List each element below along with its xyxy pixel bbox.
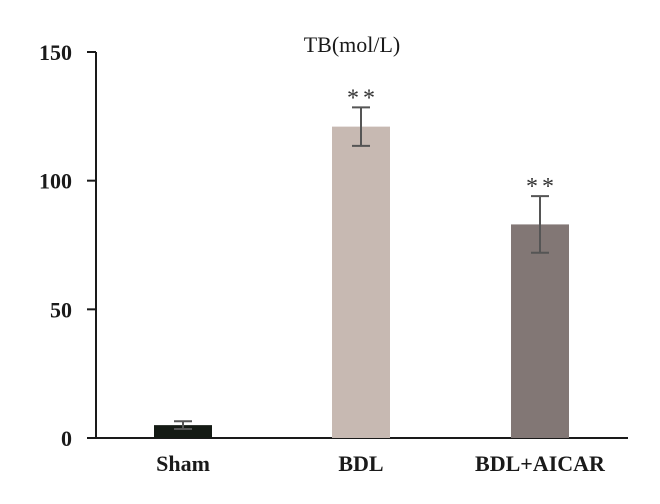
- y-tick-label: 0: [61, 426, 72, 451]
- y-tick-label: 50: [50, 297, 72, 322]
- y-tick-label: 100: [39, 169, 72, 194]
- bar-sham: [154, 425, 212, 438]
- bar-bdl-aicar: [511, 224, 569, 438]
- x-category-label: Sham: [156, 451, 210, 476]
- bar-bdl: [332, 126, 390, 439]
- significance-marker: **: [347, 85, 379, 111]
- y-tick-label: 150: [39, 40, 72, 65]
- significance-marker: **: [526, 174, 558, 200]
- chart-title: TB(mol/L): [304, 32, 401, 57]
- chart-marks: 0 50 100 150 Sham ** BDL ** BDL+AICAR: [39, 40, 628, 476]
- x-category-label: BDL: [338, 451, 383, 476]
- x-category-label: BDL+AICAR: [475, 451, 606, 476]
